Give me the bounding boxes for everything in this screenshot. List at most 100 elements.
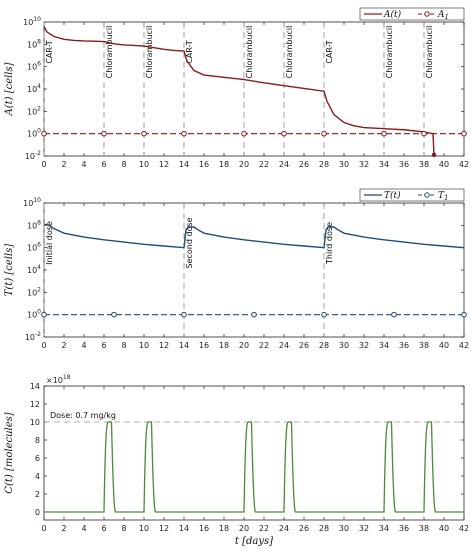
x-tick-label: 28 xyxy=(319,160,329,169)
panel-T: 0 2 4 6 8 10 12 14 16 18 20 22 24 26 28 30 32 34 36 38 40 421… xyxy=(4,188,469,350)
x-tick-label: 8 xyxy=(121,524,126,533)
x-tick-label: 2 xyxy=(61,341,66,350)
x-tick-label: 16 xyxy=(199,160,209,169)
x-tick-label: 42 xyxy=(459,160,469,169)
event-label: Initial dose xyxy=(45,221,54,265)
y-tick-label: 1010 xyxy=(23,16,41,27)
y-tick-label: 8 xyxy=(35,436,40,445)
x-tick-label: 34 xyxy=(379,160,389,169)
series-T(t) xyxy=(43,223,465,249)
reference-label: Dose: 0.7 mg/kg xyxy=(50,411,116,420)
y-tick-label: 108 xyxy=(27,38,41,49)
x-tick-label: 14 xyxy=(179,341,189,350)
x-tick-label: 36 xyxy=(399,524,409,533)
panel-C: 0 2 4 6 8 10 12 14 16 18 20 22 24 26 28 30 32 34 36 38 40 420… xyxy=(4,374,469,547)
threshold-marker xyxy=(101,130,107,137)
event-label: Chlorambucil xyxy=(245,26,254,79)
x-tick-label: 12 xyxy=(159,160,169,169)
x-tick-label: 40 xyxy=(439,160,449,169)
y-tick-label: 10 xyxy=(30,418,40,427)
x-tick-label: 8 xyxy=(121,160,126,169)
event-label: Chlorambucil xyxy=(105,26,114,79)
x-tick-label: 34 xyxy=(379,524,389,533)
y-tick-label: 102 xyxy=(27,105,41,116)
y-tick-label: 4 xyxy=(35,472,40,481)
threshold-marker xyxy=(251,311,257,318)
x-tick-label: 32 xyxy=(359,524,369,533)
threshold-marker xyxy=(381,130,387,137)
x-tick-label: 20 xyxy=(239,160,249,169)
event-label: Chlorambucil xyxy=(145,26,154,79)
legend-box xyxy=(359,188,465,202)
event-label: Chlorambucil xyxy=(285,26,294,79)
y-tick-label: 102 xyxy=(27,286,41,297)
x-tick-label: 16 xyxy=(199,524,209,533)
threshold-marker xyxy=(281,130,287,137)
x-tick-label: 22 xyxy=(259,524,269,533)
x-tick-label: 22 xyxy=(259,160,269,169)
threshold-marker xyxy=(181,311,187,318)
event-label: CAR-T xyxy=(185,40,194,63)
x-tick-label: 28 xyxy=(319,341,329,350)
threshold-marker xyxy=(461,311,467,318)
threshold-marker xyxy=(321,311,327,318)
x-tick-label: 6 xyxy=(101,341,106,350)
y-tick-label: 106 xyxy=(27,242,41,253)
y-tick-label: 6 xyxy=(35,454,40,463)
legend-label: A(t) xyxy=(383,9,402,20)
threshold-marker xyxy=(421,130,427,137)
event-label: CAR-T xyxy=(45,40,54,63)
x-tick-label: 40 xyxy=(439,341,449,350)
y-multiplier: ×1018 xyxy=(46,374,71,385)
y-tick-label: 104 xyxy=(27,264,41,275)
threshold-marker xyxy=(391,311,397,318)
x-tick-label: 24 xyxy=(279,524,289,533)
legend-marker xyxy=(424,11,430,17)
x-tick-label: 26 xyxy=(299,160,309,169)
y-tick-label: 1010 xyxy=(23,197,41,208)
x-tick-label: 4 xyxy=(81,341,86,350)
threshold-marker xyxy=(181,130,187,137)
plot-frame xyxy=(43,385,465,521)
x-tick-label: 24 xyxy=(279,160,289,169)
x-tick-label: 38 xyxy=(419,160,429,169)
threshold-marker xyxy=(111,311,117,318)
threshold-marker xyxy=(461,130,467,137)
panel-A: 0 2 4 6 8 10 12 14 16 18 20 22 24 26 28 30 32 34 36 38 40 421… xyxy=(4,7,469,169)
x-tick-label: 38 xyxy=(419,341,429,350)
x-tick-label: 18 xyxy=(219,160,229,169)
x-tick-label: 0 xyxy=(41,524,46,533)
y-tick-label: 100 xyxy=(27,309,41,320)
y-tick-label: 104 xyxy=(27,83,41,94)
y-tick-label: 2 xyxy=(35,490,40,499)
x-tick-label: 30 xyxy=(339,160,349,169)
x-tick-label: 22 xyxy=(259,341,269,350)
x-tick-label: 32 xyxy=(359,160,369,169)
x-tick-label: 42 xyxy=(459,341,469,350)
threshold-marker xyxy=(241,130,247,137)
y-tick-label: 12 xyxy=(30,400,40,409)
series-C xyxy=(44,421,464,513)
x-tick-label: 10 xyxy=(139,160,149,169)
x-tick-label: 4 xyxy=(81,160,86,169)
y-tick-label: 100 xyxy=(27,128,41,139)
legend-label: T(t) xyxy=(384,190,401,201)
x-tick-label: 6 xyxy=(101,524,106,533)
event-label: Second dose xyxy=(185,217,194,268)
x-tick-label: 14 xyxy=(179,160,189,169)
x-tick-label: 8 xyxy=(121,341,126,350)
x-tick-label: 12 xyxy=(159,341,169,350)
legend-marker xyxy=(424,192,430,198)
y-axis-label: T(t) [cells] xyxy=(4,244,15,297)
x-tick-label: 26 xyxy=(299,524,309,533)
y-tick-label: 108 xyxy=(27,219,41,230)
x-tick-label: 38 xyxy=(419,524,429,533)
x-tick-label: 0 xyxy=(41,160,46,169)
x-tick-label: 18 xyxy=(219,341,229,350)
y-tick-label: 10-2 xyxy=(25,331,41,342)
threshold-marker xyxy=(141,130,147,137)
x-tick-label: 30 xyxy=(339,341,349,350)
x-tick-label: 10 xyxy=(139,524,149,533)
y-tick-label: 14 xyxy=(30,382,40,391)
